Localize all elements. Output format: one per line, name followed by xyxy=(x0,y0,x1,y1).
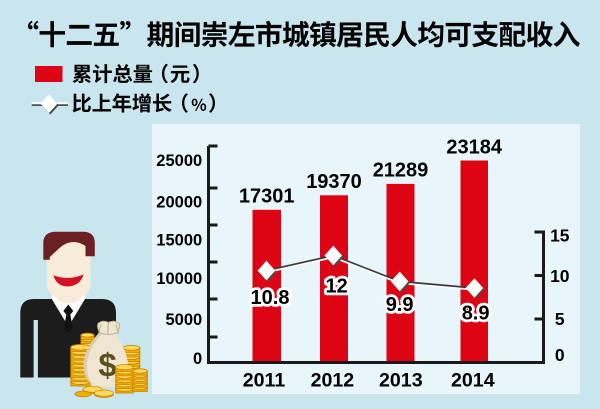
svg-text:0: 0 xyxy=(555,345,565,365)
svg-text:12: 12 xyxy=(325,276,347,298)
svg-text:23184: 23184 xyxy=(446,136,502,158)
svg-text:12: 12 xyxy=(325,276,347,298)
svg-text:10000: 10000 xyxy=(156,270,202,288)
svg-text:2013: 2013 xyxy=(379,370,423,392)
svg-text:8.9: 8.9 xyxy=(462,303,490,325)
svg-text:10: 10 xyxy=(550,266,570,286)
svg-text:8.9: 8.9 xyxy=(462,303,490,325)
svg-text:2014: 2014 xyxy=(451,370,495,392)
svg-text:5000: 5000 xyxy=(165,311,202,329)
svg-text:$: $ xyxy=(98,347,116,384)
svg-text:2012: 2012 xyxy=(311,370,355,392)
svg-text:19370: 19370 xyxy=(306,171,362,193)
svg-text:9.9: 9.9 xyxy=(386,294,414,316)
svg-text:10.8: 10.8 xyxy=(251,287,290,309)
svg-text:5: 5 xyxy=(555,309,565,329)
svg-text:15000: 15000 xyxy=(156,232,202,250)
svg-text:0: 0 xyxy=(193,350,202,368)
svg-text:10.8: 10.8 xyxy=(251,287,290,309)
svg-text:2011: 2011 xyxy=(243,370,286,392)
svg-text:25000: 25000 xyxy=(156,152,202,170)
svg-text:17301: 17301 xyxy=(239,186,295,208)
svg-text:20000: 20000 xyxy=(156,194,202,212)
svg-text:9.9: 9.9 xyxy=(386,294,414,316)
svg-text:21289: 21289 xyxy=(373,160,429,182)
svg-text:15: 15 xyxy=(550,226,570,246)
